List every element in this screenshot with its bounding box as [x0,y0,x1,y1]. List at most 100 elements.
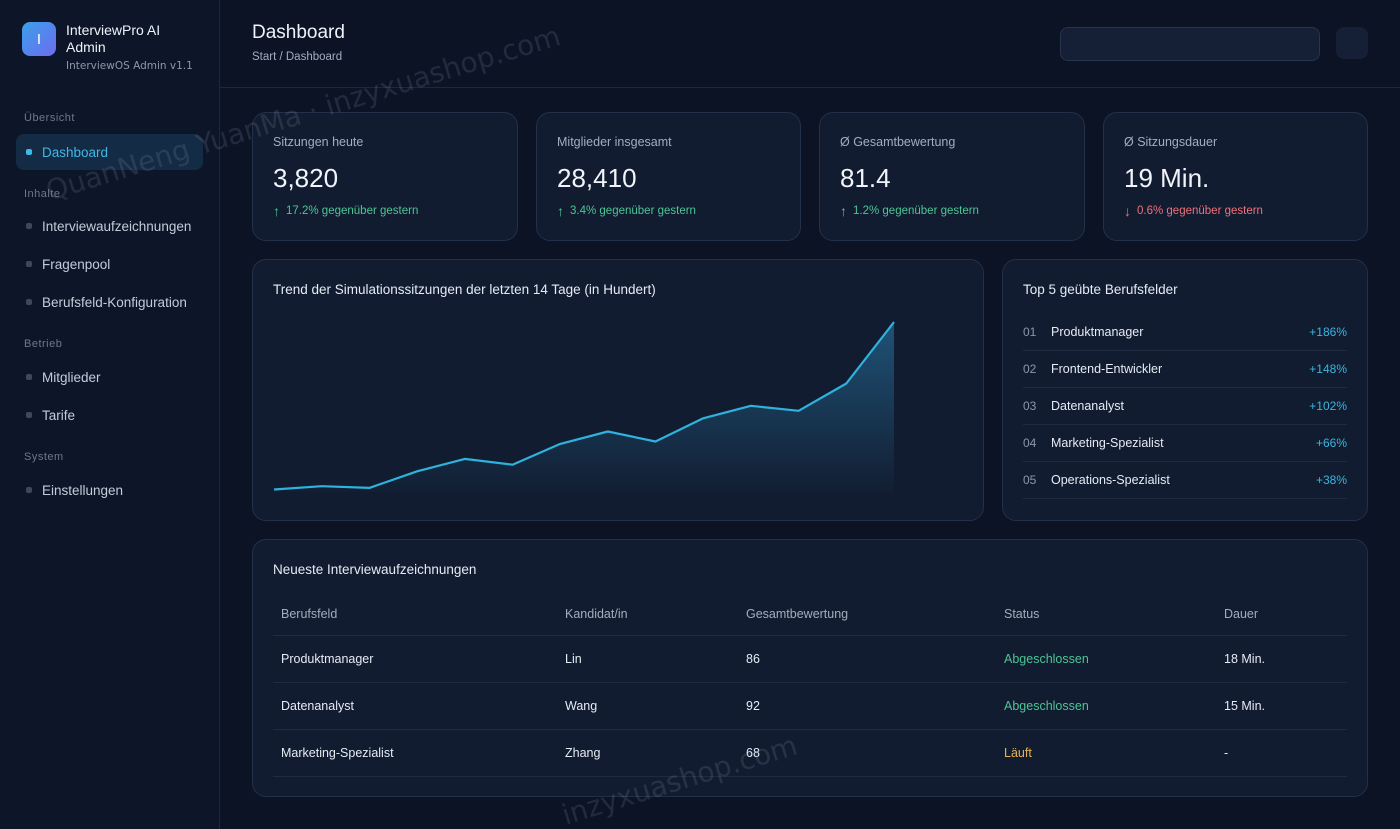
status-badge: Läuft [1004,746,1032,760]
stat-value: 19 Min. [1124,163,1210,193]
stat-card-sessions: Sitzungen heute 3,820 ↑ 17.2% gegenüber … [252,112,518,241]
column-header: Status [1004,606,1040,621]
stat-card-members: Mitglieder insgesamt 28,410 ↑ 3.4% gegen… [536,112,801,241]
sidebar-item-label: Tarife [42,407,76,423]
sidebar-item-label: Einstellungen [42,482,124,498]
field-name: Datenanalyst [1051,399,1124,413]
list-item[interactable]: 04 Marketing-Spezialist +66% [1023,425,1347,462]
list-item[interactable]: 05 Operations-Spezialist +38% [1023,462,1347,499]
cell-score: 92 [746,699,760,713]
nav-section-operations: Betrieb [24,338,63,350]
rank: 04 [1023,436,1037,450]
trend-line [273,321,895,491]
field-name: Operations-Spezialist [1051,473,1170,487]
table-row[interactable]: Marketing-Spezialist Zhang 68 Läuft - [273,730,1347,777]
field-name: Produktmanager [1051,325,1144,339]
table-header: Berufsfeld Kandidat/in Gesamtbewertung S… [273,592,1347,636]
top-fields-title: Top 5 geübte Berufsfelder [1023,282,1178,297]
bullet-icon [26,412,32,418]
sidebar-item-label: Berufsfeld-Konfiguration [42,294,187,310]
rank: 02 [1023,362,1037,376]
growth-value: +102% [1309,399,1347,413]
page-title: Dashboard [252,22,345,43]
arrow-up-icon: ↑ [557,203,564,219]
bullet-icon [26,149,32,155]
list-item[interactable]: 01 Produktmanager +186% [1023,314,1347,351]
table-row[interactable]: Produktmanager Lin 86 Abgeschlossen 18 M… [273,636,1347,683]
stat-delta: ↑ 3.4% gegenüber gestern [557,203,696,219]
stat-delta-text: 17.2% gegenüber gestern [286,205,419,217]
brand[interactable]: I InterviewPro AI Admin InterviewOS Admi… [22,22,196,72]
stat-card-rating: Ø Gesamtbewertung 81.4 ↑ 1.2% gegenüber … [819,112,1085,241]
sidebar-item-question-pool[interactable]: Fragenpool [16,246,203,282]
records-title: Neueste Interviewaufzeichnungen [273,562,477,577]
sidebar-item-members[interactable]: Mitglieder [16,359,203,395]
arrow-down-icon: ↓ [1124,203,1131,219]
breadcrumb[interactable]: Start / Dashboard [252,51,343,63]
growth-value: +66% [1315,436,1347,450]
cell-duration: 15 Min. [1224,699,1265,713]
field-name: Frontend-Entwickler [1051,362,1163,376]
stat-value: 28,410 [557,163,637,193]
sidebar-item-interview-records[interactable]: Interviewaufzeichnungen [16,208,203,244]
stat-value: 81.4 [840,163,891,193]
rank: 01 [1023,325,1037,339]
trend-area [274,322,894,492]
sidebar-item-label: Dashboard [42,144,109,160]
stat-label: Mitglieder insgesamt [557,135,672,149]
growth-value: +38% [1315,473,1347,487]
list-item[interactable]: 02 Frontend-Entwickler +148% [1023,351,1347,388]
sidebar-item-plans[interactable]: Tarife [16,397,203,433]
cell-candidate: Zhang [565,746,601,760]
cell-candidate: Wang [565,699,598,713]
stat-value: 3,820 [273,163,339,193]
list-item[interactable]: 03 Datenanalyst +102% [1023,388,1347,425]
trend-chart [273,321,895,492]
table-row[interactable]: Datenanalyst Wang 92 Abgeschlossen 15 Mi… [273,683,1347,730]
cell-duration: - [1224,746,1229,760]
sidebar-item-label: Mitglieder [42,369,101,385]
sidebar-item-dashboard[interactable]: Dashboard [16,134,203,170]
status-badge: Abgeschlossen [1004,699,1089,713]
rank: 05 [1023,473,1037,487]
column-header: Berufsfeld [281,606,338,621]
brand-subtitle: InterviewOS Admin v1.1 [66,60,193,72]
column-header: Gesamtbewertung [746,606,849,621]
sidebar-item-label: Interviewaufzeichnungen [42,218,192,234]
stat-label: Ø Sitzungsdauer [1124,135,1218,149]
brand-title: InterviewPro AI Admin [66,22,161,55]
status-badge: Abgeschlossen [1004,652,1089,666]
cell-score: 68 [746,746,760,760]
stat-delta: ↓ 0.6% gegenüber gestern [1124,203,1263,219]
top-fields-card: Top 5 geübte Berufsfelder 01 Produktmana… [1002,259,1368,521]
field-name: Marketing-Spezialist [1051,436,1164,450]
rank: 03 [1023,399,1037,413]
growth-value: +148% [1309,362,1347,376]
column-header: Kandidat/in [565,606,628,621]
cell-duration: 18 Min. [1224,652,1265,666]
trend-chart-card: Trend der Simulationssitzungen der letzt… [252,259,984,521]
bullet-icon [26,261,32,267]
header-action-button[interactable] [1336,27,1368,59]
cell-candidate: Lin [565,652,582,666]
stat-delta-text: 3.4% gegenüber gestern [570,205,696,217]
nav-section-system: System [24,451,64,463]
column-header: Dauer [1224,606,1259,621]
sidebar-item-label: Fragenpool [42,256,111,272]
trend-chart-title: Trend der Simulationssitzungen der letzt… [273,282,656,297]
stat-delta-text: 0.6% gegenüber gestern [1137,205,1263,217]
sidebar-item-settings[interactable]: Einstellungen [16,472,203,508]
stat-delta: ↑ 17.2% gegenüber gestern [273,203,418,219]
cell-score: 86 [746,652,760,666]
sidebar-item-field-config[interactable]: Berufsfeld-Konfiguration [16,284,203,320]
bullet-icon [26,223,32,229]
nav-section-content: Inhalte [24,188,61,200]
search-input[interactable] [1060,27,1320,61]
stat-delta: ↑ 1.2% gegenüber gestern [840,203,979,219]
stat-card-duration: Ø Sitzungsdauer 19 Min. ↓ 0.6% gegenüber… [1103,112,1368,241]
records-card: Neueste Interviewaufzeichnungen Berufsfe… [252,539,1368,797]
sidebar: I InterviewPro AI Admin InterviewOS Admi… [0,0,220,829]
nav-section-overview: Übersicht [24,112,75,124]
cell-field: Produktmanager [281,652,374,666]
stat-label: Sitzungen heute [273,135,364,149]
